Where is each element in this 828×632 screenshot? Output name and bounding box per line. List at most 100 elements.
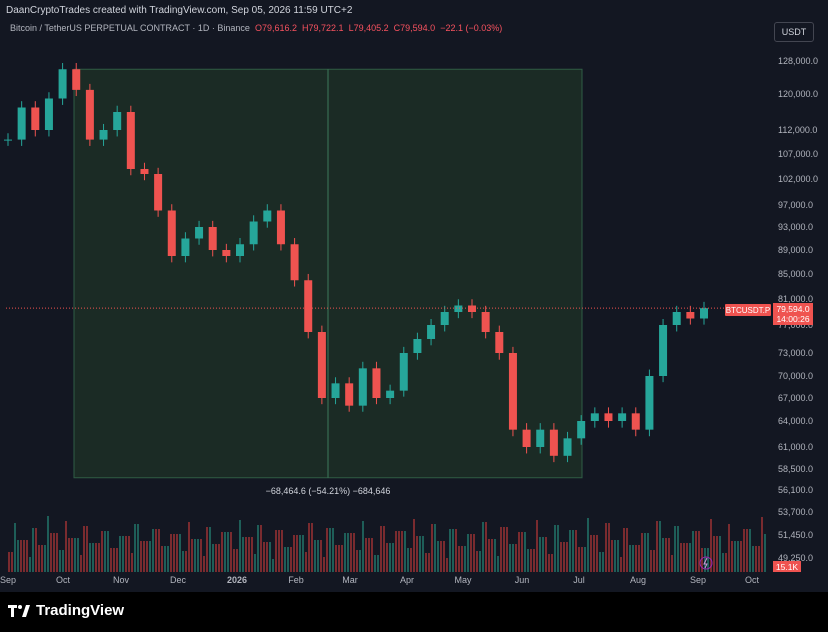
symbol-tag-bg <box>725 304 771 316</box>
volume-bar <box>665 538 667 572</box>
volume-bar <box>131 553 133 572</box>
y-tick-label: 102,000.0 <box>778 174 818 184</box>
volume-bar <box>221 532 223 572</box>
volume-bar <box>56 533 58 572</box>
volume-bar <box>707 548 709 572</box>
x-tick-label: Oct <box>56 575 71 585</box>
volume-bar <box>656 521 658 572</box>
candle-body <box>440 312 449 325</box>
y-tick-label: 128,000.0 <box>778 56 818 66</box>
candle-body <box>263 210 272 222</box>
volume-bar <box>251 537 253 572</box>
ohlc-change: −22.1 (−0.03%) <box>440 23 503 33</box>
volume-bar <box>359 550 361 572</box>
candle-body <box>126 112 135 169</box>
volume-bar <box>53 533 55 572</box>
candle-body <box>508 353 517 430</box>
volume-bar <box>227 532 229 572</box>
candle-body <box>249 221 258 245</box>
price-chart[interactable]: 128,000.0 120,000.0 112,000.0 107,000.0 102,… <box>0 0 828 592</box>
volume-bar <box>113 548 115 572</box>
volume-bar <box>569 530 571 572</box>
candle-body <box>195 227 204 239</box>
volume-bar <box>203 556 205 572</box>
volume-bar <box>728 524 730 572</box>
candle-body <box>276 210 285 245</box>
x-tick-label: Aug <box>630 575 646 585</box>
x-tick-label: Oct <box>745 575 760 585</box>
x-tick-label: Nov <box>113 575 130 585</box>
volume-bar <box>410 548 412 572</box>
volume-bar <box>392 543 394 572</box>
candle-body <box>386 390 395 398</box>
volume-bar <box>407 548 409 572</box>
candle-body <box>672 312 681 325</box>
volume-bar <box>758 546 760 572</box>
volume-bar <box>512 544 514 572</box>
y-tick-label: 58,500.0 <box>778 464 813 474</box>
x-tick-label: Apr <box>400 575 414 585</box>
candle-body <box>345 383 354 406</box>
volume-bar <box>437 541 439 572</box>
volume-bar <box>611 540 613 572</box>
x-tick-label: Sep <box>0 575 16 585</box>
ohlc-close: C79,594.0 <box>393 23 436 33</box>
candle-body <box>331 383 340 398</box>
volume-bar <box>290 547 292 572</box>
y-tick-label: 61,000.0 <box>778 442 813 452</box>
volume-bar <box>710 519 712 572</box>
candle-body <box>563 438 572 456</box>
volume-bar <box>149 541 151 572</box>
volume-bar <box>308 523 310 572</box>
ohlc-high: H79,722.1 <box>302 23 344 33</box>
volume-bar <box>497 556 499 572</box>
candle-body <box>686 312 695 319</box>
volume-bar <box>26 540 28 572</box>
volume-bar <box>95 543 97 572</box>
candle-body <box>222 250 231 256</box>
volume-bar <box>134 524 136 572</box>
volume-bar <box>401 531 403 572</box>
volume-bar <box>335 545 337 572</box>
volume-bar <box>749 529 751 572</box>
candle-body <box>208 227 217 250</box>
volume-bar <box>233 549 235 572</box>
volume-bar <box>506 527 508 572</box>
volume-bar <box>524 532 526 572</box>
currency-selector-button[interactable]: USDT <box>774 22 814 42</box>
volume-bar <box>443 541 445 572</box>
volume-bar <box>248 537 250 572</box>
candle-body <box>645 376 654 430</box>
volume-bar <box>395 531 397 572</box>
volume-bar <box>404 531 406 572</box>
volume-bar <box>755 546 757 572</box>
volume-bar <box>125 536 127 572</box>
volume-bar <box>752 546 754 572</box>
volume-bar <box>416 536 418 572</box>
volume-bar <box>530 549 532 572</box>
volume-bar <box>119 536 121 572</box>
volume-bar <box>626 528 628 572</box>
volume-bar <box>83 526 85 572</box>
tradingview-logo[interactable]: TradingView <box>8 602 124 619</box>
lightning-bolt-icon <box>703 557 708 569</box>
volume-tag-bg <box>773 561 801 572</box>
volume-bar <box>71 538 73 572</box>
volume-bar <box>641 533 643 572</box>
volume-bar <box>494 539 496 572</box>
volume-bar <box>254 554 256 572</box>
volume-bar <box>80 555 82 572</box>
volume-bar <box>272 559 274 572</box>
volume-bar <box>236 549 238 572</box>
volume-bar <box>86 526 88 572</box>
volume-bar <box>173 534 175 572</box>
volume-bar <box>578 547 580 572</box>
volume-bar <box>245 537 247 572</box>
volume-bar <box>14 523 16 572</box>
volume-bar <box>104 531 106 572</box>
candle-body <box>427 325 436 339</box>
volume-bar <box>89 543 91 572</box>
y-tick-label: 73,000.0 <box>778 348 813 358</box>
volume-bar <box>77 538 79 572</box>
volume-bar <box>50 533 52 572</box>
